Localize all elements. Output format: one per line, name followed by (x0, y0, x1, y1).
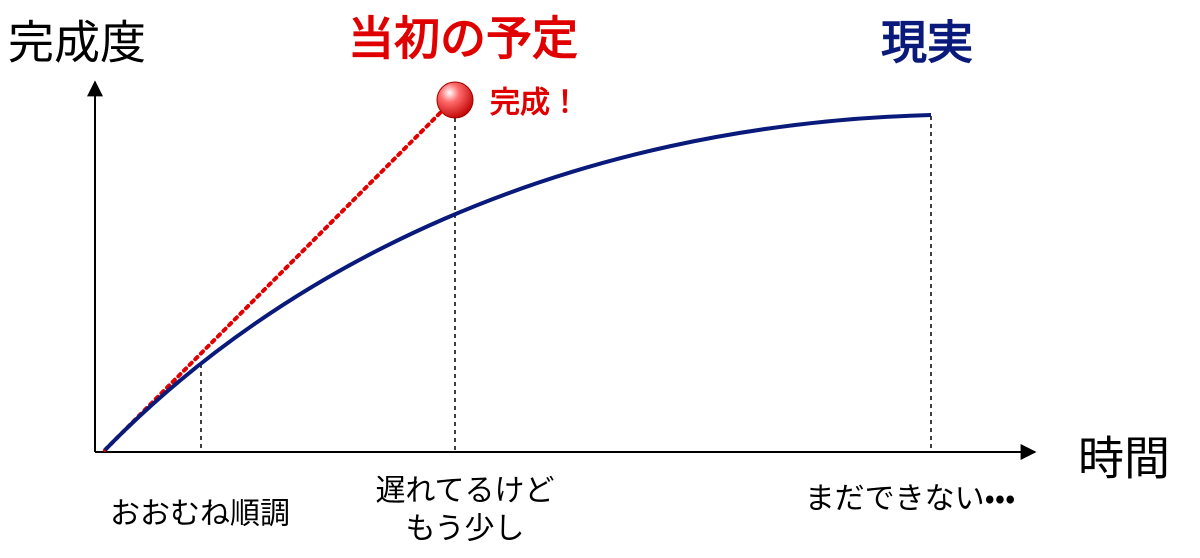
y-axis-label: 完成度 (8, 16, 146, 70)
annotation: 遅れてるけど (375, 474, 554, 509)
plan-line (103, 108, 445, 452)
milestone-ball (436, 81, 474, 119)
milestone-label: 完成！ (489, 86, 580, 121)
annotation: まだできない・・・ (805, 482, 1016, 517)
actual-curve (103, 113, 932, 452)
actual-label: 現実 (881, 16, 973, 70)
annotation: もう少し (405, 512, 524, 547)
x-axis-label: 時間 (1078, 432, 1170, 486)
plan-label: 当初の予定 (348, 12, 578, 66)
annotation: おおむね順調 (110, 497, 290, 532)
